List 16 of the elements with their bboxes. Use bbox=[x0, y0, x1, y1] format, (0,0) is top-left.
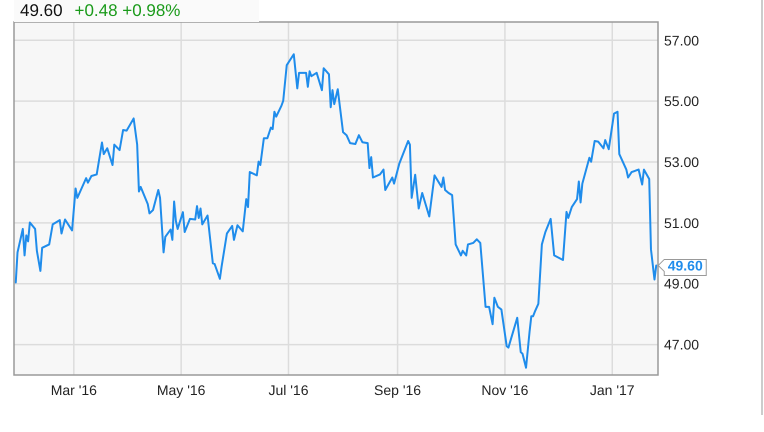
x-tick-label: May '16 bbox=[156, 382, 206, 398]
y-tick-label: 49.00 bbox=[664, 276, 700, 292]
y-tick-label: 55.00 bbox=[664, 93, 700, 110]
y-tick-label: 47.00 bbox=[664, 336, 700, 353]
chart-subtitle: +0.48 +0.98% bbox=[74, 1, 180, 20]
y-tick-label: 51.00 bbox=[664, 214, 700, 231]
y-tick-label: 53.00 bbox=[664, 154, 700, 170]
x-tick-label: Sep '16 bbox=[374, 382, 422, 398]
annotation: 49.60 bbox=[668, 257, 703, 274]
y-tick-label: 57.00 bbox=[664, 32, 700, 48]
line-series bbox=[14, 53, 658, 369]
x-tick-label: Nov '16 bbox=[481, 382, 529, 398]
x-tick-label: Mar '16 bbox=[50, 382, 98, 398]
chart-title: 49.60 bbox=[20, 1, 63, 20]
x-tick-label: Jan '17 bbox=[590, 382, 635, 398]
x-tick-label: Jul '16 bbox=[268, 382, 309, 398]
